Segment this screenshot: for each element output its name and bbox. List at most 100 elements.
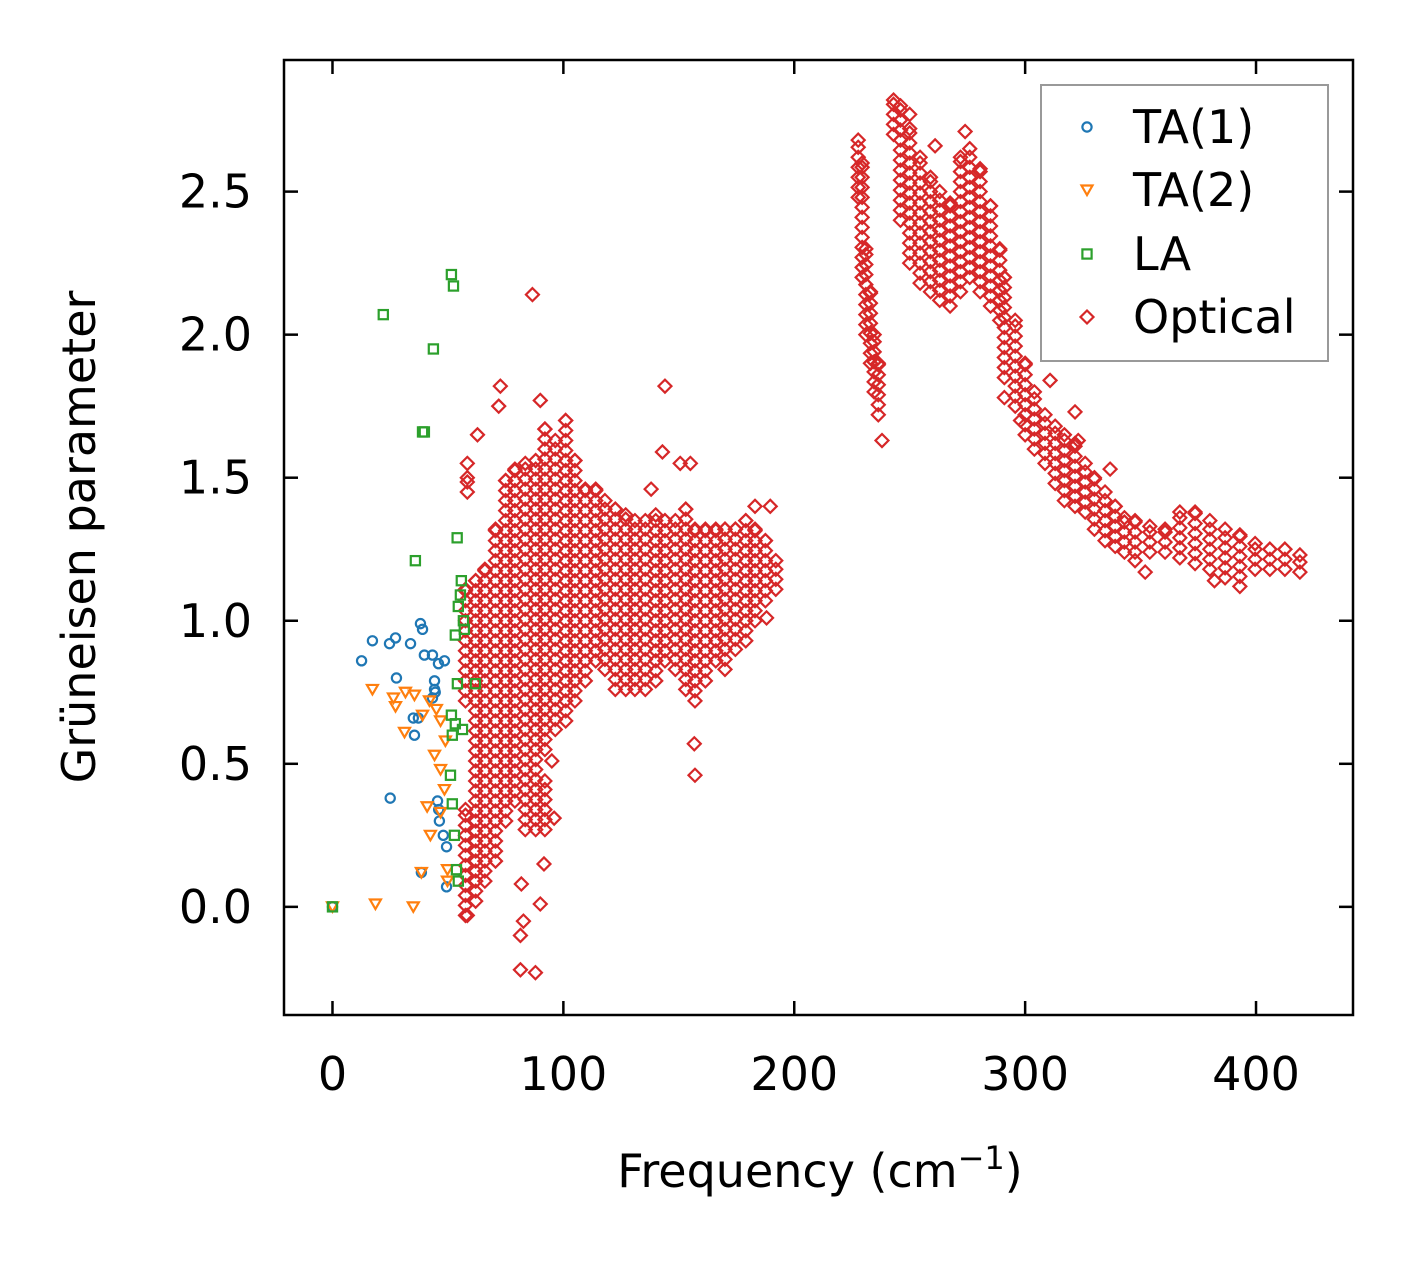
x-tick-label: 0 <box>318 1047 347 1101</box>
optical-point <box>596 581 613 598</box>
optical-point <box>1007 348 1024 365</box>
optical-point <box>476 792 493 810</box>
optical-point <box>547 661 564 678</box>
optical-point <box>1201 521 1218 538</box>
optical-point <box>517 771 534 788</box>
optical-point <box>677 511 694 528</box>
optical-point <box>667 581 684 598</box>
acoustic-point <box>458 623 471 636</box>
optical-point <box>697 542 714 559</box>
optical-point <box>716 601 734 618</box>
optical-point <box>1116 509 1133 526</box>
optical-point <box>536 531 553 548</box>
x-tick-label: 200 <box>750 1047 838 1101</box>
optical-point <box>459 455 476 472</box>
optical-point <box>547 591 564 608</box>
optical-point <box>870 386 887 403</box>
acoustic-point <box>452 600 465 613</box>
optical-point <box>596 631 613 648</box>
optical-point <box>972 263 989 280</box>
optical-point <box>972 253 989 270</box>
optical-point <box>686 592 704 609</box>
acoustic-point <box>433 806 448 820</box>
optical-point <box>716 571 734 588</box>
optical-point <box>536 491 553 508</box>
optical-point <box>746 498 764 515</box>
optical-point <box>667 621 684 638</box>
optical-point <box>626 521 644 538</box>
optical-point <box>1201 531 1218 548</box>
optical-point <box>517 501 534 518</box>
acoustic-point <box>438 655 451 667</box>
acoustic-point <box>450 863 463 876</box>
optical-point <box>746 542 764 559</box>
optical-point <box>942 297 959 315</box>
optical-point <box>626 671 644 688</box>
optical-point <box>536 711 553 728</box>
optical-point <box>536 641 553 658</box>
optical-point <box>972 160 989 177</box>
optical-point <box>517 561 534 578</box>
optical-point <box>1012 412 1029 429</box>
optical-point <box>697 632 714 649</box>
acoustic-point <box>433 763 448 777</box>
acoustic-point <box>455 575 468 587</box>
series-la <box>326 268 482 913</box>
optical-point <box>677 631 694 648</box>
optical-point <box>901 215 918 232</box>
optical-point <box>667 661 684 678</box>
optical-point <box>547 671 564 688</box>
optical-point <box>1107 508 1124 525</box>
optical-point <box>476 592 493 609</box>
optical-point <box>677 501 694 518</box>
optical-point <box>854 239 871 256</box>
legend-marker-diamond-icon <box>1078 308 1096 326</box>
optical-point <box>1026 410 1043 428</box>
optical-point <box>547 511 564 528</box>
optical-point <box>607 661 624 678</box>
optical-point <box>476 822 493 840</box>
optical-point <box>982 207 999 224</box>
optical-point <box>476 843 493 860</box>
optical-point <box>727 531 744 548</box>
legend-marker-triangle-down-icon <box>1079 184 1095 198</box>
optical-point <box>1247 551 1264 568</box>
acoustic-point <box>422 829 438 843</box>
optical-point <box>686 602 704 619</box>
optical-point <box>996 389 1013 406</box>
optical-point <box>667 521 684 538</box>
optical-point <box>1171 519 1188 536</box>
y-axis-label: Grüneisen parameter <box>52 290 106 783</box>
optical-point <box>1077 455 1094 472</box>
optical-point <box>1187 535 1204 552</box>
optical-point <box>506 461 523 478</box>
optical-point <box>536 551 553 568</box>
y-tick-label: 2.5 <box>179 165 252 219</box>
optical-point <box>536 821 553 838</box>
optical-point <box>1157 544 1174 561</box>
optical-point <box>1086 501 1103 518</box>
optical-point <box>961 189 978 206</box>
optical-point <box>961 209 978 226</box>
optical-point <box>912 149 929 166</box>
optical-point <box>517 721 534 738</box>
optical-point <box>972 203 989 220</box>
optical-point <box>577 512 594 529</box>
optical-point <box>512 961 529 978</box>
optical-point <box>1141 518 1158 535</box>
optical-point <box>596 521 613 538</box>
acoustic-point <box>405 901 421 915</box>
optical-point <box>1056 442 1073 459</box>
acoustic-point <box>397 726 412 740</box>
optical-point <box>607 561 624 578</box>
optical-point <box>607 581 624 598</box>
acoustic-point <box>449 718 462 730</box>
optical-point <box>607 501 624 518</box>
optical-point <box>686 562 704 579</box>
optical-point <box>536 661 553 678</box>
acoustic-point <box>413 866 429 880</box>
optical-point <box>626 541 644 558</box>
optical-point <box>476 752 493 769</box>
legend-marker-circle-icon <box>1081 121 1093 133</box>
optical-point <box>517 571 534 588</box>
